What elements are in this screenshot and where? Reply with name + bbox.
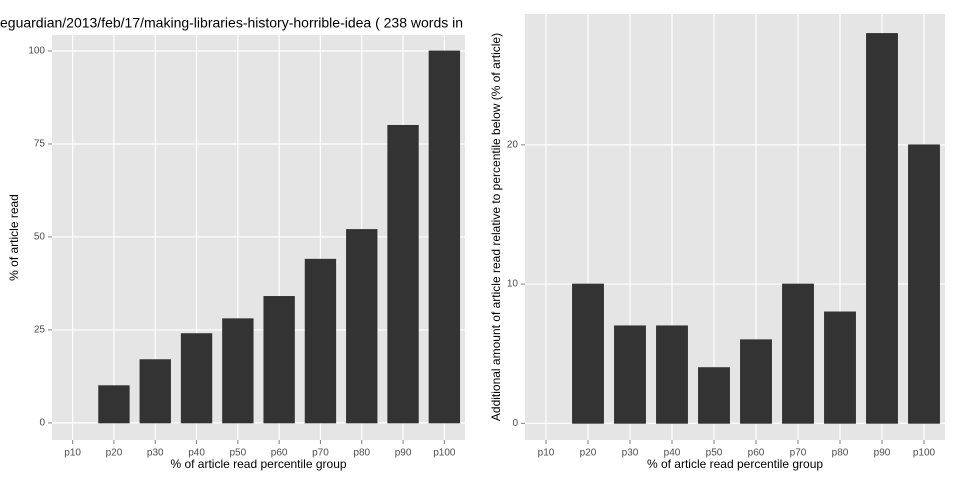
x-tick-label: p10 [538, 448, 555, 459]
y-tick-label: 0 [512, 418, 518, 429]
x-tick-label: p60 [748, 448, 765, 459]
bar [222, 318, 254, 424]
y-tick-label: 25 [34, 325, 46, 336]
x-tick-label: p100 [433, 448, 456, 459]
y-tick-label: 20 [507, 140, 519, 151]
bar [180, 333, 213, 424]
y-tick-label: 75 [34, 139, 46, 150]
x-tick-label: p10 [64, 448, 81, 459]
x-tick-label: p20 [580, 448, 597, 459]
x-tick-label: p30 [622, 448, 639, 459]
x-tick-label: p20 [106, 448, 123, 459]
bar [139, 359, 171, 424]
y-tick-label: 50 [34, 232, 46, 243]
bar [908, 144, 940, 424]
bar [866, 33, 898, 424]
x-tick-label: p100 [913, 448, 936, 459]
x-tick-label: p50 [706, 448, 723, 459]
y-tick-label: 100 [28, 46, 45, 57]
x-tick-label: p40 [188, 448, 205, 459]
y-axis-title: % of article read [7, 194, 21, 281]
x-tick-label: p70 [790, 448, 807, 459]
x-tick-label: p50 [230, 448, 247, 459]
x-axis-title: % of article read percentile group [647, 457, 823, 471]
bar [656, 325, 688, 424]
x-axis-title: % of article read percentile group [170, 457, 346, 471]
bar [346, 229, 378, 424]
x-tick-label: p30 [147, 448, 164, 459]
bar [824, 311, 856, 424]
bar [98, 385, 130, 424]
x-tick-label: p80 [353, 448, 370, 459]
chart-title: eguardian/2013/feb/17/making-libraries-h… [0, 15, 463, 31]
x-tick-label: p60 [271, 448, 288, 459]
x-tick-label: p90 [874, 448, 891, 459]
x-tick-label: p40 [664, 448, 681, 459]
bar [782, 283, 814, 424]
x-tick-label: p70 [312, 448, 329, 459]
bar [572, 283, 604, 424]
bar [740, 339, 772, 424]
bar [263, 296, 295, 424]
bar [614, 325, 646, 424]
y-tick-label: 0 [39, 418, 45, 429]
y-axis-title: Additional amount of article read relati… [489, 33, 503, 421]
x-tick-label: p80 [832, 448, 849, 459]
y-tick-label: 10 [507, 279, 519, 290]
x-tick-label: p90 [395, 448, 412, 459]
bar [387, 124, 419, 424]
bar [304, 258, 337, 424]
bar [428, 50, 461, 424]
bar [698, 367, 730, 424]
